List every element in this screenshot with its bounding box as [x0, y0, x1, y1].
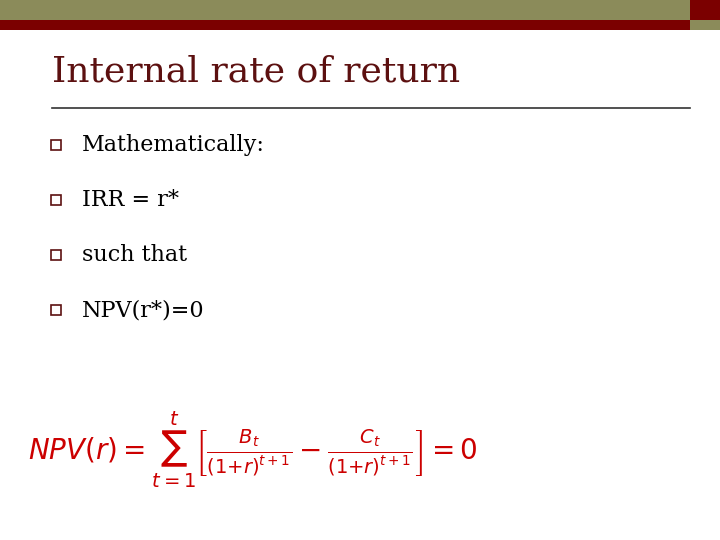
Text: IRR = r*: IRR = r* — [82, 189, 179, 211]
Text: $\mathit{NPV}(r) = \sum_{t=1}^{t} \left[ \frac{B_t}{(1{+}r)^{t+1}} - \frac{C_t}{: $\mathit{NPV}(r) = \sum_{t=1}^{t} \left[… — [28, 410, 478, 490]
Bar — [51, 250, 61, 260]
Bar — [51, 195, 61, 205]
Bar — [51, 305, 61, 315]
Bar — [0, 0, 690, 20]
Bar — [0, 20, 690, 30]
Text: Mathematically:: Mathematically: — [82, 134, 265, 156]
Bar — [51, 140, 61, 150]
Text: NPV(r*)=0: NPV(r*)=0 — [82, 299, 204, 321]
Text: such that: such that — [82, 244, 187, 266]
Bar — [690, 20, 720, 30]
Text: Internal rate of return: Internal rate of return — [52, 55, 460, 89]
Bar — [690, 0, 720, 20]
